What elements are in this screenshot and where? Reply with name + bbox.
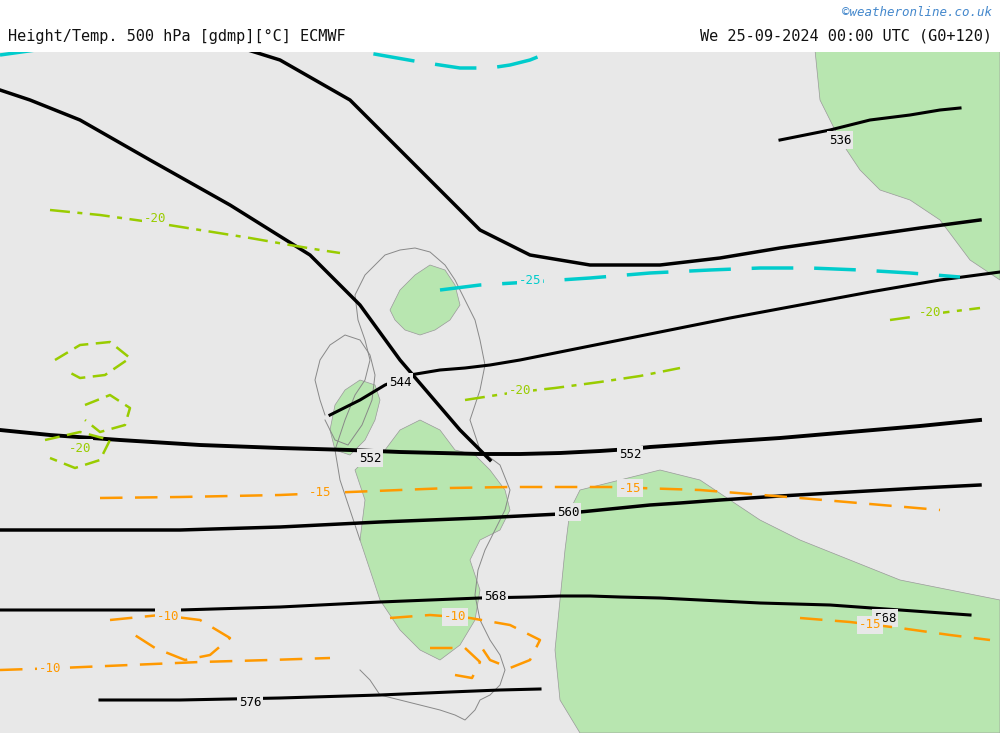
Text: -15: -15 — [619, 482, 641, 495]
Text: -20: -20 — [509, 383, 531, 397]
Text: We 25-09-2024 00:00 UTC (G0+120): We 25-09-2024 00:00 UTC (G0+120) — [700, 29, 992, 43]
Polygon shape — [355, 420, 510, 660]
Text: -20: -20 — [144, 212, 166, 224]
Polygon shape — [815, 0, 1000, 280]
Polygon shape — [390, 265, 460, 335]
Text: 552: 552 — [359, 452, 381, 465]
Text: 560: 560 — [557, 506, 579, 518]
Polygon shape — [555, 470, 1000, 733]
Text: 552: 552 — [619, 449, 641, 462]
Polygon shape — [330, 380, 380, 455]
Text: 536: 536 — [829, 133, 851, 147]
Text: Height/Temp. 500 hPa [gdmp][°C] ECMWF: Height/Temp. 500 hPa [gdmp][°C] ECMWF — [8, 29, 346, 43]
Text: -20: -20 — [919, 306, 941, 319]
Text: 568: 568 — [484, 589, 506, 603]
Text: -10: -10 — [39, 661, 61, 674]
Text: -20: -20 — [69, 441, 91, 454]
Text: 568: 568 — [874, 611, 896, 625]
Text: 544: 544 — [389, 375, 411, 388]
Text: -15: -15 — [309, 487, 331, 499]
Text: -25: -25 — [519, 273, 541, 287]
Text: -15: -15 — [859, 619, 881, 632]
Text: -25: -25 — [234, 32, 256, 45]
Text: 576: 576 — [239, 696, 261, 710]
Text: -10: -10 — [157, 611, 179, 624]
Polygon shape — [0, 0, 1000, 52]
Text: -10: -10 — [444, 611, 466, 624]
Text: ©weatheronline.co.uk: ©weatheronline.co.uk — [842, 6, 992, 18]
